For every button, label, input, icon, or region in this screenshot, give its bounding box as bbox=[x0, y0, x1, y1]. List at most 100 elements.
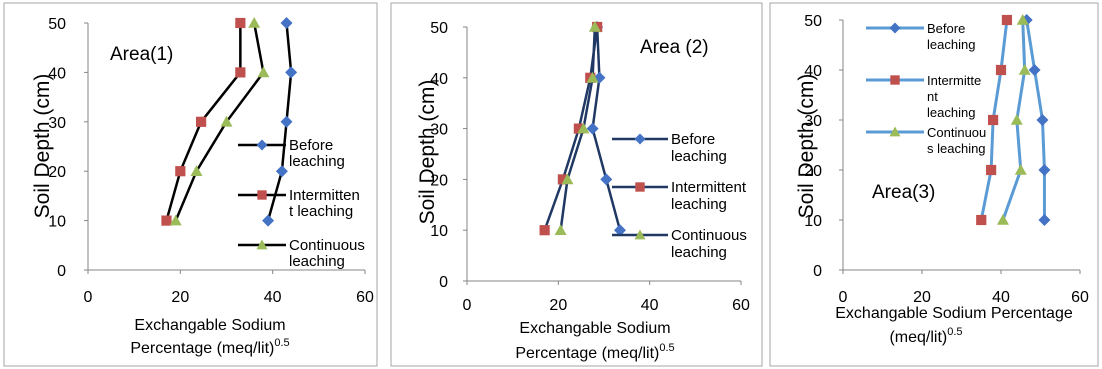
data-point bbox=[1018, 64, 1031, 75]
legend-marker bbox=[634, 133, 646, 145]
legend-marker bbox=[634, 229, 646, 240]
x-axis-title-superscript: 0.5 bbox=[274, 337, 289, 349]
data-point bbox=[280, 115, 293, 128]
x-axis-title-line2: Percentage (meq/lit)0.5 bbox=[515, 342, 674, 362]
y-tick-label: 50 bbox=[48, 16, 66, 33]
series-2 bbox=[976, 14, 1013, 226]
legend-marker bbox=[890, 75, 900, 85]
x-tick-label: 60 bbox=[1071, 289, 1089, 306]
data-point bbox=[557, 174, 568, 185]
data-point bbox=[1038, 164, 1051, 176]
x-axis-title-line1: Exchangable Sodium bbox=[134, 317, 285, 334]
y-tick-label: 10 bbox=[430, 223, 448, 240]
x-axis-title-superscript: 0.5 bbox=[659, 342, 674, 354]
legend-marker bbox=[256, 239, 268, 250]
x-tick-label: 20 bbox=[549, 297, 567, 314]
series-2 bbox=[161, 17, 246, 226]
x-axis-title-line1: Exchangable Sodium bbox=[519, 320, 670, 337]
data-point bbox=[1010, 114, 1023, 125]
legend-label: Intermitten bbox=[289, 187, 360, 204]
data-point bbox=[976, 214, 987, 226]
legend-label: s leaching bbox=[927, 141, 986, 156]
data-point bbox=[996, 214, 1009, 225]
legend-label: Intermittent bbox=[671, 179, 747, 196]
legend-label: Continuous bbox=[289, 237, 365, 254]
legend-label: leaching bbox=[927, 37, 975, 52]
x-axis-title-line2: (meq/lit)0.5 bbox=[889, 326, 962, 346]
data-point bbox=[220, 115, 233, 127]
y-tick-label: 30 bbox=[430, 122, 448, 139]
x-axis-title-unit: (meq/lit) bbox=[889, 329, 947, 346]
data-point bbox=[600, 173, 613, 186]
chart-3: 0 10 20 30 40 50 0 20 40 60 Area(3) Soil Depth (cm)… bbox=[769, 2, 1099, 367]
x-axis-title-line1: Exchangable Sodium Percentage bbox=[835, 305, 1073, 322]
series-3 bbox=[554, 21, 601, 235]
legend-label: Continuou bbox=[927, 125, 986, 140]
series-1 bbox=[262, 17, 298, 227]
x-axis-title-superscript: 0.5 bbox=[947, 326, 962, 338]
data-point bbox=[586, 122, 599, 135]
legend-label: nt bbox=[927, 89, 938, 104]
legend-entry-3: Continuous leaching bbox=[866, 125, 986, 156]
x-tick-label: 40 bbox=[264, 289, 282, 306]
data-point bbox=[1001, 14, 1013, 26]
legend-marker bbox=[635, 182, 645, 192]
series-3 bbox=[169, 17, 270, 226]
y-axis-title: Soil Depth (cm) bbox=[31, 74, 54, 219]
data-point bbox=[986, 164, 997, 176]
data-point bbox=[285, 66, 298, 79]
legend-label: Before bbox=[671, 131, 715, 148]
series-line bbox=[174, 22, 265, 222]
data-point bbox=[1020, 14, 1033, 26]
chart-frame bbox=[390, 2, 763, 367]
data-point bbox=[190, 165, 203, 176]
x-tick-label: 40 bbox=[641, 297, 659, 314]
data-point bbox=[248, 17, 261, 28]
data-point bbox=[573, 123, 584, 134]
data-point bbox=[1038, 214, 1051, 226]
x-tick-label: 60 bbox=[356, 289, 374, 306]
data-point bbox=[577, 122, 590, 134]
legend-label: leaching bbox=[671, 244, 727, 261]
data-point bbox=[995, 64, 1007, 76]
y-tick-label: 30 bbox=[48, 115, 66, 132]
x-axis-title-unit: Percentage (meq/lit) bbox=[515, 345, 659, 362]
chart-1: 0 10 20 30 40 50 0 20 40 60 Area(1) Soil Depth (cm)… bbox=[3, 2, 378, 367]
y-tick-label: 40 bbox=[430, 71, 448, 88]
legend-label: leaching bbox=[671, 196, 727, 213]
series-1 bbox=[1020, 14, 1051, 226]
legend-label: leaching bbox=[289, 253, 345, 270]
series-1 bbox=[586, 21, 626, 237]
data-point bbox=[175, 166, 186, 177]
y-tick-label: 10 bbox=[48, 214, 66, 231]
data-point bbox=[586, 71, 599, 83]
x-tick-label: 40 bbox=[992, 289, 1010, 306]
y-axis-title: Soil Depth (cm) bbox=[795, 74, 818, 219]
chart-2: 0 10 20 30 40 50 0 20 40 60 Area (2) Soil Depth (cm… bbox=[390, 2, 763, 367]
data-point bbox=[169, 214, 182, 226]
data-point bbox=[988, 114, 999, 126]
y-axis-title: Soil Depth (cm) bbox=[416, 80, 439, 225]
data-point bbox=[539, 225, 550, 236]
x-axis-title-line2: Percentage (meq/lit)0.5 bbox=[130, 337, 289, 357]
y-tick-label: 50 bbox=[804, 13, 822, 30]
y-tick-label: 20 bbox=[804, 163, 822, 180]
legend-label: Before bbox=[927, 21, 965, 36]
data-point bbox=[588, 21, 601, 32]
legend-label: leaching bbox=[671, 148, 727, 165]
x-tick-label: 0 bbox=[463, 297, 472, 314]
y-tick-label: 20 bbox=[48, 164, 66, 181]
series-3 bbox=[996, 14, 1031, 225]
area-label: Area(3) bbox=[872, 182, 935, 203]
x-tick-label: 0 bbox=[839, 289, 848, 306]
legend-marker bbox=[889, 126, 901, 137]
data-point bbox=[1028, 64, 1041, 76]
legend-marker bbox=[257, 190, 267, 200]
